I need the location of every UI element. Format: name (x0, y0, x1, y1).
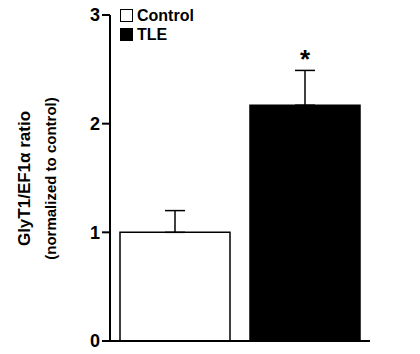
svg-text:2: 2 (90, 114, 100, 134)
svg-text:0: 0 (90, 331, 100, 351)
svg-text:*: * (300, 44, 311, 74)
html-text:TLE: TLE (137, 26, 168, 43)
svg-text:GlyT1/EF1α ratio: GlyT1/EF1α ratio (15, 111, 34, 246)
svg-text:3: 3 (90, 5, 100, 25)
svg-text:(normalized to control): (normalized to control) (42, 97, 59, 260)
html-text:Control: Control (137, 7, 194, 24)
svg-text:1: 1 (90, 223, 100, 243)
